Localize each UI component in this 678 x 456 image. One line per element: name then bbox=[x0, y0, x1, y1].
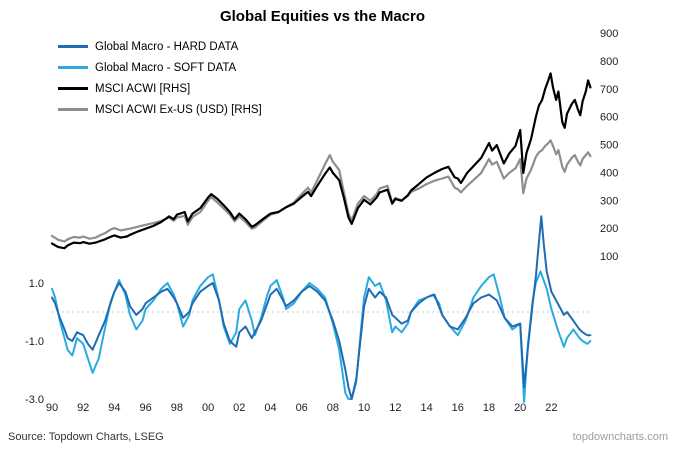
svg-text:20: 20 bbox=[514, 402, 526, 414]
source-note: Source: Topdown Charts, LSEG bbox=[8, 431, 164, 443]
svg-text:98: 98 bbox=[171, 402, 183, 414]
legend-line-swatch bbox=[58, 66, 88, 69]
svg-text:900: 900 bbox=[600, 28, 618, 40]
svg-text:-3.0: -3.0 bbox=[25, 394, 44, 406]
legend-line-swatch bbox=[58, 108, 88, 111]
svg-text:08: 08 bbox=[327, 402, 339, 414]
svg-text:600: 600 bbox=[600, 112, 618, 124]
svg-text:800: 800 bbox=[600, 56, 618, 68]
legend-line-swatch bbox=[58, 87, 88, 90]
legend-line-swatch bbox=[58, 45, 88, 48]
svg-text:02: 02 bbox=[233, 402, 245, 414]
legend-item-label: MSCI ACWI [RHS] bbox=[95, 82, 191, 95]
svg-text:00: 00 bbox=[202, 402, 214, 414]
svg-text:14: 14 bbox=[420, 402, 432, 414]
svg-text:700: 700 bbox=[600, 84, 618, 96]
legend-item-msci-acwi: MSCI ACWI [RHS] bbox=[58, 78, 262, 99]
svg-text:400: 400 bbox=[600, 167, 618, 179]
legend-item-msci-acwi-ex-us: MSCI ACWI Ex-US (USD) [RHS] bbox=[58, 99, 262, 120]
svg-text:06: 06 bbox=[296, 402, 308, 414]
svg-text:12: 12 bbox=[389, 402, 401, 414]
svg-text:94: 94 bbox=[108, 402, 120, 414]
chart-title: Global Equities vs the Macro bbox=[219, 8, 426, 25]
svg-text:10: 10 bbox=[358, 402, 370, 414]
legend: Global Macro - HARD DATA Global Macro - … bbox=[58, 36, 262, 120]
legend-item-hard-data: Global Macro - HARD DATA bbox=[58, 36, 262, 57]
svg-text:500: 500 bbox=[600, 140, 618, 152]
svg-text:-1.0: -1.0 bbox=[25, 336, 44, 348]
legend-item-soft-data: Global Macro - SOFT DATA bbox=[58, 57, 262, 78]
website-watermark: topdowncharts.com bbox=[572, 431, 668, 443]
svg-text:22: 22 bbox=[545, 402, 557, 414]
svg-text:92: 92 bbox=[77, 402, 89, 414]
legend-item-label: Global Macro - SOFT DATA bbox=[95, 61, 237, 74]
svg-text:100: 100 bbox=[600, 251, 618, 263]
svg-text:1.0: 1.0 bbox=[29, 278, 44, 290]
svg-text:96: 96 bbox=[139, 402, 151, 414]
svg-text:04: 04 bbox=[264, 402, 276, 414]
svg-text:90: 90 bbox=[46, 402, 58, 414]
legend-item-label: MSCI ACWI Ex-US (USD) [RHS] bbox=[95, 103, 262, 116]
svg-text:200: 200 bbox=[600, 223, 618, 235]
svg-text:16: 16 bbox=[452, 402, 464, 414]
legend-item-label: Global Macro - HARD DATA bbox=[95, 40, 239, 53]
svg-text:18: 18 bbox=[483, 402, 495, 414]
svg-text:300: 300 bbox=[600, 195, 618, 207]
